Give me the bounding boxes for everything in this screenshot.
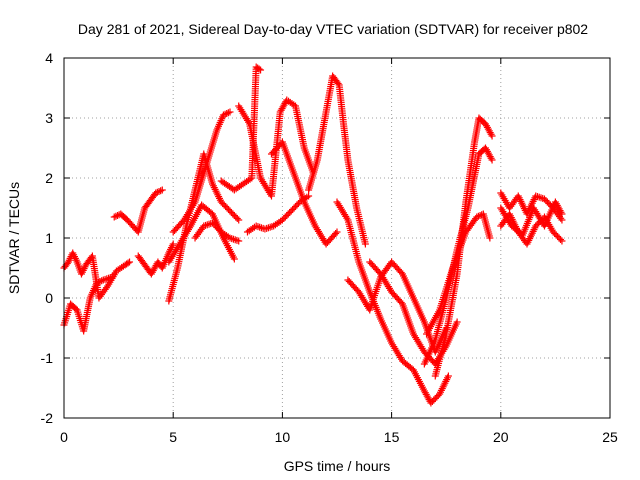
data-point (98, 277, 106, 285)
data-point (223, 110, 231, 117)
data-point (487, 130, 495, 138)
y-tick-label: -1 (41, 350, 54, 366)
series-track-s (423, 210, 494, 338)
data-point (233, 215, 241, 222)
data-point (257, 66, 265, 74)
data-point (333, 228, 341, 236)
series-track-v (497, 198, 566, 239)
series-track-i (217, 63, 265, 194)
data-point (93, 279, 101, 287)
data-point (255, 65, 263, 73)
y-tick-label: 4 (45, 50, 53, 66)
data-point (221, 110, 229, 118)
series-track-c (110, 186, 166, 236)
y-tick-label: -2 (41, 410, 54, 426)
data-point (264, 224, 272, 232)
data-point (108, 273, 116, 281)
data-point (157, 187, 165, 195)
series-track-b (60, 273, 116, 335)
x-tick-label: 0 (60, 429, 68, 445)
x-tick-label: 25 (602, 429, 618, 445)
data-point (94, 278, 102, 286)
data-point (488, 132, 496, 140)
data-point (235, 216, 243, 224)
data-point (487, 154, 495, 162)
series-track-q (431, 114, 496, 380)
series-track-n (333, 198, 452, 407)
data-point (558, 210, 566, 218)
data-point (557, 214, 565, 222)
y-axis-label: SDTVAR / TECUs (6, 182, 22, 294)
x-tick-label: 15 (384, 429, 400, 445)
series-track-t (497, 189, 566, 224)
data-point (230, 255, 238, 263)
series-track-a (60, 249, 134, 302)
data-point (361, 240, 369, 248)
data-point (224, 109, 232, 117)
data-point (558, 237, 566, 245)
data-point (332, 230, 340, 237)
x-tick-label: 5 (169, 429, 177, 445)
x-tick-label: 20 (493, 429, 509, 445)
data-point (152, 189, 160, 197)
series-track-m (305, 72, 369, 248)
data-point (556, 236, 564, 243)
data-point (486, 234, 494, 242)
data-point (153, 188, 161, 196)
data-point (155, 188, 163, 195)
data-point (473, 213, 481, 221)
data-point (102, 284, 110, 292)
axes: 0 5 10 15 20 25 -2 -1 0 1 2 3 4 (41, 50, 618, 445)
y-tick-label: 1 (45, 230, 53, 246)
series-track-l (267, 138, 341, 248)
data-point (158, 186, 166, 194)
data-point (235, 237, 243, 245)
data-points (60, 63, 566, 407)
series-track-f (165, 150, 243, 305)
data-point (558, 216, 566, 224)
series-track-e (169, 108, 234, 236)
data-point (112, 212, 120, 220)
data-point (96, 278, 104, 285)
data-point (305, 192, 313, 200)
data-point (261, 225, 269, 233)
x-tick-label: 10 (275, 429, 291, 445)
data-point (226, 108, 234, 116)
data-point (453, 318, 461, 326)
data-point (169, 240, 177, 248)
data-point (557, 208, 565, 216)
series-track-h (191, 219, 243, 245)
data-point (444, 372, 452, 380)
y-tick-label: 3 (45, 110, 53, 126)
chart-title: Day 281 of 2021, Sidereal Day-to-day VTE… (78, 21, 588, 37)
data-point (334, 80, 342, 87)
data-point (126, 258, 134, 266)
x-axis-label: GPS time / hours (284, 458, 391, 474)
y-tick-label: 2 (45, 170, 53, 186)
y-tick-label: 0 (45, 290, 53, 306)
data-point (124, 259, 132, 267)
series-track-d (134, 240, 177, 278)
data-point (110, 213, 118, 221)
data-point (488, 156, 496, 164)
data-point (219, 111, 227, 119)
